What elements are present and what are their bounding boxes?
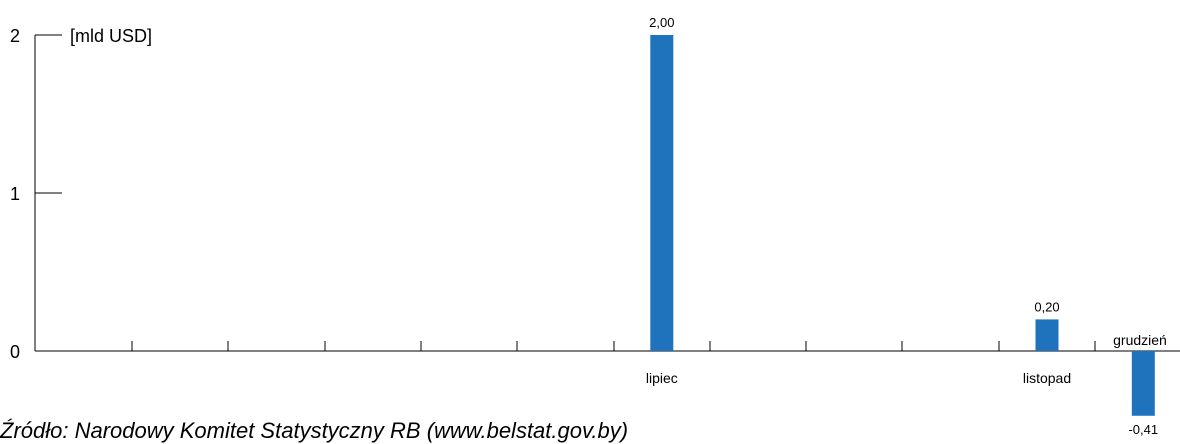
bar-grudzień [1131,351,1155,416]
bars [650,35,1155,416]
bar-lipiec [650,35,674,351]
y-tick-label: 1 [10,184,20,204]
value-label: 0,20 [1034,299,1059,314]
value-label: -0,41 [1128,422,1158,437]
category-label: listopad [1023,370,1071,386]
labels: 2,00 lipiec 0,20 listopad -0,41 grudzień [646,15,1167,437]
category-label: lipiec [646,370,678,386]
unit-label: [mld USD] [70,26,152,46]
y-tick-label: 0 [10,342,20,362]
source-note: Źródło: Narodowy Komitet Statystyczny RB… [0,418,629,443]
category-label: grudzień [1113,332,1167,348]
bar-listopad [1035,319,1059,351]
axes: 0 1 2 [mld USD] [10,26,1180,362]
y-tick-label: 2 [10,26,20,46]
value-label: 2,00 [649,15,674,30]
